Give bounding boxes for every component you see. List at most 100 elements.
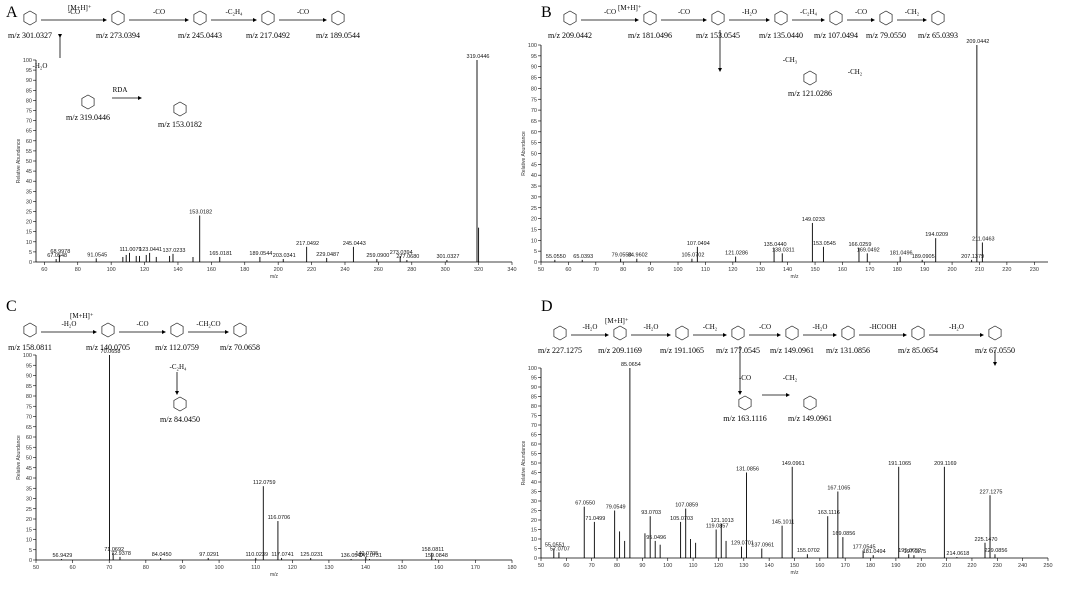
panel-b-y-tick-label: 45 bbox=[531, 162, 537, 168]
panel-d-step-label: -H₂O bbox=[949, 323, 964, 331]
panel-a-peak-label: 245.0443 bbox=[343, 241, 366, 247]
panel-a-y-tick-label: 35 bbox=[26, 189, 32, 195]
panel-a-x-tick-label: 180 bbox=[240, 267, 249, 273]
panel-a-step-label: -C₂H₄ bbox=[226, 8, 243, 16]
panel-d-peak-label: 191.1065 bbox=[888, 461, 911, 467]
panel-a-x-tick-label: 60 bbox=[41, 267, 47, 273]
panel-a-y-tick-label: 100 bbox=[23, 58, 32, 64]
panel-a-y-tick-label: 90 bbox=[26, 78, 32, 84]
panel-c-y-tick-label: 60 bbox=[26, 435, 32, 441]
panel-d-step-arrow-head bbox=[667, 333, 671, 337]
panel-d-step-label: -H₂O bbox=[583, 323, 598, 331]
panel-c-y-tick-label: 10 bbox=[26, 538, 32, 544]
panel-d-node-label: m/z 209.1169 bbox=[598, 346, 642, 355]
panel-a-y-tick-label: 5 bbox=[29, 250, 32, 256]
panel-a-y-tick-label: 85 bbox=[26, 88, 32, 94]
panel-a-peak-label: 111.0079 bbox=[119, 247, 141, 253]
panel-b-y-tick-label: 5 bbox=[534, 249, 537, 255]
panel-b-peak-label: 169.0492 bbox=[857, 247, 880, 253]
panel-c-structure bbox=[170, 322, 184, 338]
panel-d-peak-label: 169.0856 bbox=[832, 531, 855, 537]
panel-b-step-arrow-head bbox=[871, 18, 875, 22]
panel-a-peak-label: 277.0680 bbox=[396, 254, 419, 260]
panel-d-step-arrow-head bbox=[833, 333, 837, 337]
panel-c-ion-label: [M+H]⁺ bbox=[70, 312, 94, 320]
panel-b-peak-label: 65.0393 bbox=[573, 254, 593, 260]
panel-d-peak-label: 57.0707 bbox=[550, 546, 570, 552]
panel-c-y-tick-label: 50 bbox=[26, 456, 32, 462]
panel-d-x-tick-label: 150 bbox=[790, 563, 799, 569]
panel-d-extra-structure bbox=[803, 395, 817, 411]
panel-b-step-label: -CO bbox=[678, 8, 690, 16]
panel-d-step-label: -CO bbox=[759, 323, 771, 331]
panel-c-step-arrow-head bbox=[93, 330, 97, 334]
panel-d-peak-label: 79.0549 bbox=[606, 505, 626, 511]
panel-b-x-tick-label: 230 bbox=[1030, 267, 1039, 273]
panel-d-x-tick-label: 70 bbox=[589, 563, 595, 569]
panel-b-structure bbox=[711, 10, 725, 26]
panel-a-peak-label: 67.0548 bbox=[47, 253, 67, 259]
panel-c-structure bbox=[23, 322, 37, 338]
panel-b-x-tick-label: 70 bbox=[593, 267, 599, 273]
panel-b-y-tick-label: 0 bbox=[534, 260, 537, 266]
panel-b-y-tick-label: 50 bbox=[531, 152, 537, 158]
panel-b-extra-structure bbox=[803, 70, 817, 86]
panel-d-x-tick-label: 240 bbox=[1018, 563, 1027, 569]
panel-a-structure bbox=[261, 10, 275, 26]
panel-b-step-arrow-head bbox=[766, 18, 770, 22]
panel-b-step-arrow-head bbox=[635, 18, 639, 22]
panel-d-y-tick-label: 70 bbox=[531, 423, 537, 429]
panel-d-peak-label: 163.1116 bbox=[818, 510, 840, 516]
panel-d-structure bbox=[841, 325, 855, 341]
panel-d-x-tick-label: 80 bbox=[614, 563, 620, 569]
panel-b-peak-label: 166.0259 bbox=[848, 242, 871, 248]
panel-d-y-tick-label: 80 bbox=[531, 404, 537, 410]
panel-d-step-label: -CH₂ bbox=[703, 323, 718, 331]
panel-c-y-tick-label: 45 bbox=[26, 466, 32, 472]
panel-d-peak-label: 107.0859 bbox=[675, 503, 698, 509]
panel-a-extra-node-label: m/z 153.0182 bbox=[158, 120, 202, 129]
panel-a-y-tick-label: 25 bbox=[26, 210, 32, 216]
panel-b-node-label: m/z 135.0440 bbox=[759, 31, 803, 40]
panel-a-y-tick-label: 15 bbox=[26, 230, 32, 236]
panel-d-structure bbox=[553, 325, 567, 341]
panel-d-peak-label: 177.0545 bbox=[853, 544, 876, 550]
panel-d-y-tick-label: 90 bbox=[531, 385, 537, 391]
panel-a-x-tick-label: 100 bbox=[107, 267, 116, 273]
panel-b-node-label: m/z 107.0494 bbox=[814, 31, 858, 40]
panel-a-peak-label: 217.0492 bbox=[296, 241, 319, 247]
panel-b-x-tick-label: 100 bbox=[673, 267, 682, 273]
panel-a-x-tick-label: 300 bbox=[441, 267, 450, 273]
panel-d-structure bbox=[988, 325, 1002, 341]
panel-c-y-tick-label: 95 bbox=[26, 363, 32, 369]
panel-c-peak-label: 159.0848 bbox=[425, 553, 448, 559]
panel-a-branch-arrow-head bbox=[58, 34, 62, 38]
panel-b-peak-label: 181.0496 bbox=[890, 251, 913, 257]
panel-a-extra-step-label: -H₂O bbox=[33, 62, 48, 70]
panel-a-y-tick-label: 40 bbox=[26, 179, 32, 185]
panel-b-y-axis-label: Relative Abundance bbox=[521, 131, 527, 176]
panel-c-y-tick-label: 80 bbox=[26, 394, 32, 400]
panel-b-step-label: -CO bbox=[604, 8, 616, 16]
panel-a-peak-label: 189.0544 bbox=[249, 251, 272, 257]
panel-c-x-tick-label: 100 bbox=[214, 565, 223, 571]
panel-d-y-tick-label: 45 bbox=[531, 471, 537, 477]
panel-d-y-tick-label: 25 bbox=[531, 509, 537, 515]
panel-a-y-tick-label: 65 bbox=[26, 129, 32, 135]
panel-c-x-tick-label: 80 bbox=[143, 565, 149, 571]
panel-a-peak-label: 123.0441 bbox=[139, 247, 162, 253]
panel-b-x-tick-label: 200 bbox=[947, 267, 956, 273]
panel-d-x-tick-label: 210 bbox=[942, 563, 951, 569]
panel-d-peak-label: 67.0550 bbox=[575, 501, 595, 507]
panel-b-peak-label: 209.0442 bbox=[966, 39, 989, 45]
panel-a-y-axis-label: Relative Abundance bbox=[16, 139, 22, 184]
panel-b-peak-label: 55.0550 bbox=[546, 254, 566, 260]
panel-d-x-tick-label: 230 bbox=[993, 563, 1002, 569]
panel-c-peak-label: 71.0692 bbox=[104, 547, 124, 553]
panel-a-peak-label: 153.0182 bbox=[189, 210, 212, 216]
panel-d-step-arrow-head bbox=[723, 333, 727, 337]
panel-b-ion-label: [M+H]⁺ bbox=[618, 4, 642, 12]
panel-b-peak-label: 153.0545 bbox=[813, 241, 836, 247]
panel-d-y-tick-label: 60 bbox=[531, 442, 537, 448]
